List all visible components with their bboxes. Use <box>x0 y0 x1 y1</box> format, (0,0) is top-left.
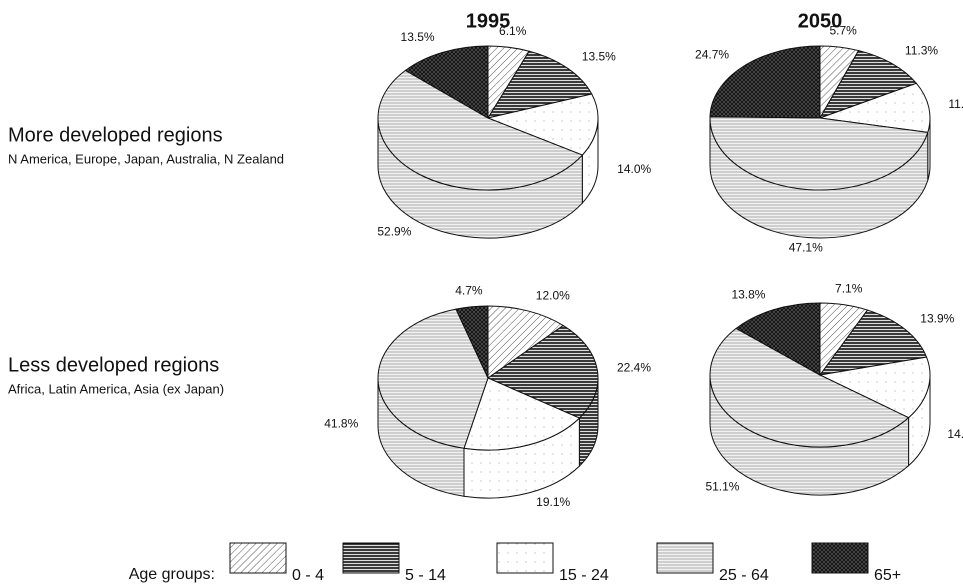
value-label: 6.1% <box>499 24 527 38</box>
value-label: 52.9% <box>377 224 411 238</box>
value-label: 12.0% <box>536 289 570 303</box>
pie-slice <box>709 45 821 119</box>
pie-slice <box>487 305 565 379</box>
pie-slice <box>709 116 929 191</box>
column-title: 1995 <box>466 10 511 32</box>
value-label: 22.4% <box>617 360 651 374</box>
pie-slice <box>404 45 489 119</box>
legend-swatch <box>496 542 554 574</box>
value-label: 19.1% <box>536 495 570 509</box>
legend-label: 0 - 4 <box>292 567 324 584</box>
pie-slice <box>377 308 489 449</box>
legend-swatch <box>656 542 714 574</box>
value-label: 5.7% <box>829 24 857 38</box>
legend-label: 15 - 24 <box>559 567 609 584</box>
legend-swatch <box>342 542 400 574</box>
column-title: 2050 <box>798 10 843 32</box>
pie-slice <box>735 302 821 376</box>
value-label: 13.8% <box>731 287 765 301</box>
value-label: 13.9% <box>920 311 954 325</box>
pie-slice <box>486 93 599 156</box>
legend-swatch <box>811 542 869 574</box>
row-label: More developed regions <box>8 124 223 146</box>
legend-label: 5 - 14 <box>405 567 446 584</box>
pie-slice <box>486 324 599 419</box>
pie-slice <box>377 69 584 191</box>
value-label: 14.0% <box>617 162 651 176</box>
row-label: Less developed regions <box>8 354 219 376</box>
value-label: 47.1% <box>789 241 823 255</box>
value-label: 13.5% <box>582 49 616 63</box>
pie-slice <box>819 82 931 133</box>
legend-label: 65+ <box>874 567 901 584</box>
legend-swatch <box>229 542 287 574</box>
legend-title: Age groups: <box>129 566 215 583</box>
value-label: 24.7% <box>695 47 729 61</box>
value-label: 11.2% <box>948 97 963 111</box>
legend-label: 25 - 64 <box>719 567 769 584</box>
value-label: 41.8% <box>324 417 358 431</box>
value-label: 51.1% <box>705 479 739 493</box>
pie-slice <box>709 327 910 448</box>
pie-slice <box>818 309 928 376</box>
value-label: 14.1% <box>947 427 963 441</box>
row-sublabel: N America, Europe, Japan, Australia, N Z… <box>8 151 284 166</box>
row-sublabel: Africa, Latin America, Asia (ex Japan) <box>8 381 224 396</box>
pie-slice <box>455 305 489 379</box>
value-label: 7.1% <box>835 282 863 296</box>
pie-slice <box>818 356 931 419</box>
pie-slice <box>463 377 581 451</box>
pie-slice <box>486 50 593 119</box>
pie-slice <box>818 49 918 119</box>
value-label: 13.5% <box>401 30 435 44</box>
value-label: 11.3% <box>905 44 938 58</box>
value-label: 4.7% <box>455 283 483 297</box>
